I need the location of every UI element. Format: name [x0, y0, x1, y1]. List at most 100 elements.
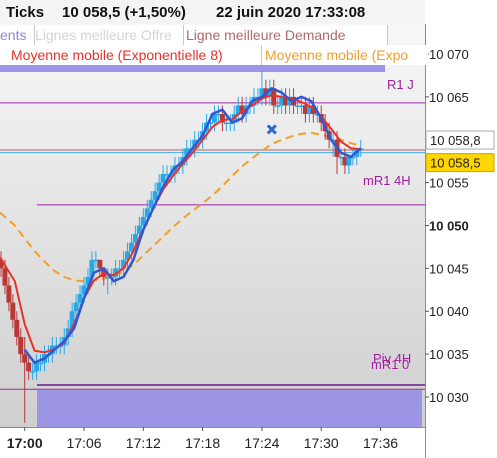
bid-price-tag: 10 058,5 — [430, 156, 481, 171]
time-axis-background — [0, 427, 425, 458]
candle-body — [81, 285, 87, 295]
price-axis-background — [425, 24, 497, 458]
candle-body — [283, 96, 289, 106]
candle-body — [152, 191, 158, 200]
candle-body — [69, 311, 75, 329]
candle-body — [287, 96, 293, 106]
instrument-label: Ticks — [6, 4, 45, 21]
y-tick-label: 10 050 — [429, 219, 469, 234]
candle-body — [275, 105, 281, 107]
candle-body — [279, 96, 285, 106]
candle-body — [18, 336, 24, 355]
candle-body — [184, 148, 190, 157]
candle-body — [156, 182, 162, 192]
candle-body — [121, 259, 127, 269]
candle-body — [73, 302, 79, 312]
candle-body — [65, 328, 71, 337]
y-tick-label: 10 045 — [429, 261, 469, 276]
ask-price-tag: 10 058,8 — [430, 133, 481, 148]
candle-body — [215, 114, 221, 116]
candle-body — [77, 294, 83, 303]
candle-body — [6, 285, 12, 303]
candle-body — [136, 225, 142, 235]
candle-body — [53, 345, 59, 348]
candle-body — [34, 362, 40, 372]
x-tick-label: 17:00 — [7, 435, 43, 451]
candle-body — [342, 156, 348, 166]
candle-body — [144, 208, 150, 217]
x-tick-label: 17:36 — [363, 435, 398, 451]
candle-body — [97, 259, 103, 269]
y-tick-label: 10 055 — [429, 176, 469, 191]
candle-body — [219, 114, 225, 123]
candle-body — [160, 174, 166, 183]
candle-body — [306, 105, 312, 115]
candle-body — [164, 174, 170, 176]
candle-body — [239, 105, 245, 115]
candle-body — [302, 105, 308, 115]
candle-body — [26, 362, 32, 372]
candle-body — [223, 122, 229, 125]
candle-body — [148, 199, 154, 209]
candle-body — [346, 156, 352, 166]
candle-body — [30, 371, 36, 373]
candle-body — [2, 268, 8, 286]
candle-body — [172, 165, 178, 175]
candle-body — [227, 122, 233, 125]
legend-item-ema-fast[interactable]: Moyenne mobile (Exponentielle 8) — [8, 45, 262, 65]
x-tick-label: 17:24 — [244, 435, 279, 451]
level-label-r1: R1 J — [387, 77, 414, 92]
candle-body — [271, 88, 277, 106]
candle-body — [295, 105, 300, 107]
candle-body — [125, 251, 130, 260]
candle-body — [267, 88, 273, 97]
candle-body — [208, 122, 214, 125]
x-tick-label: 17:30 — [304, 435, 339, 451]
ema-slow-line — [0, 131, 362, 283]
candle-body — [211, 114, 217, 123]
candle-body — [22, 354, 28, 363]
bid-price-tag-box — [425, 153, 495, 173]
x-tick-label: 17:06 — [66, 435, 101, 451]
candle-body — [140, 216, 146, 226]
level-label-mr1-0: mR1 0 — [371, 357, 410, 372]
candle-body — [85, 276, 91, 286]
y-tick-label: 10 065 — [429, 90, 469, 105]
candle-body — [89, 259, 95, 277]
x-tick-label: 17:12 — [126, 435, 161, 451]
level-label-mr1-4h: mR1 4H — [363, 173, 411, 188]
y-tick-label: 10 040 — [429, 304, 469, 319]
level-label-piv-4h: Piv 4H — [373, 351, 412, 366]
candle-body — [105, 276, 111, 279]
legend-item-ask[interactable]: ents — [0, 25, 35, 45]
candle-body — [338, 156, 344, 159]
candle-body — [259, 88, 265, 97]
candle-body — [298, 105, 304, 107]
datetime-label: 22 juin 2020 17:33:08 — [216, 4, 366, 21]
ask-price-tag-box — [425, 130, 495, 150]
candle-body — [314, 114, 320, 116]
candle-body — [128, 242, 134, 252]
candle-body — [14, 319, 20, 337]
price-zone — [37, 390, 422, 427]
plot-background — [0, 24, 425, 427]
legend-item-hidden[interactable]: Lignes meilleure Offre — [35, 25, 184, 45]
y-tick-label: 10 030 — [429, 390, 469, 405]
candle-body — [132, 234, 138, 243]
legend-item-bid[interactable]: Ligne meilleure Demande — [184, 25, 388, 45]
candle-body — [235, 105, 241, 115]
candle-body — [38, 362, 44, 365]
candle-body — [0, 259, 4, 269]
y-tick-label: 10 035 — [429, 347, 469, 362]
candle-body — [93, 259, 99, 262]
x-tick-label: 17:18 — [185, 435, 220, 451]
last-price-label: 10 058,5 (+1,50%) — [62, 4, 186, 21]
ema-fast-line — [0, 94, 361, 354]
signal-line — [23, 86, 362, 365]
candle-body — [10, 302, 16, 320]
chart-header: Ticks 10 058,5 (+1,50%) 22 juin 2020 17:… — [0, 0, 425, 24]
legend-item-ema-slow[interactable]: Moyenne mobile (Expo — [262, 45, 428, 65]
candle-body — [117, 268, 123, 270]
